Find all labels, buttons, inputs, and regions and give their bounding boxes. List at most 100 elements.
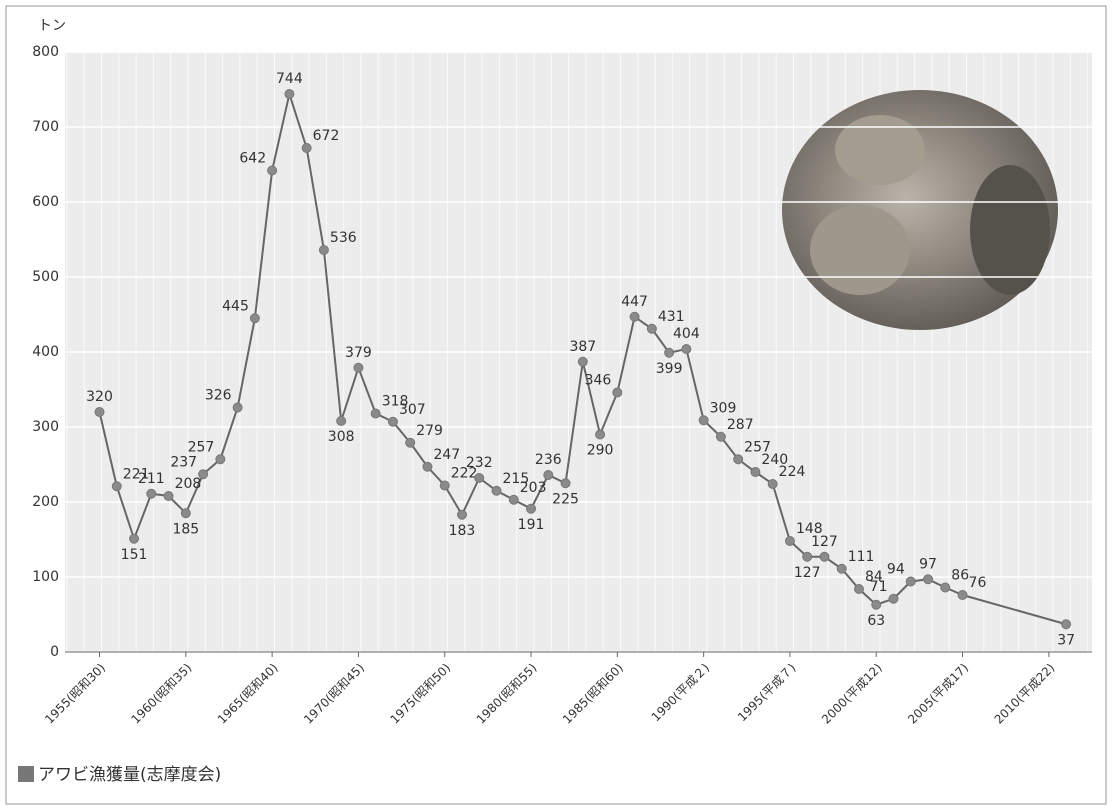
y-tick-label: 500 xyxy=(32,269,59,285)
x-tick-label: 1980(昭和55) xyxy=(474,661,540,727)
data-point xyxy=(422,461,433,472)
data-point xyxy=(629,311,640,322)
data-point xyxy=(595,429,606,440)
value-label: 290 xyxy=(587,443,614,459)
data-point xyxy=(957,590,968,600)
value-label: 257 xyxy=(744,439,771,455)
value-label: 536 xyxy=(330,230,357,246)
data-point xyxy=(853,584,864,594)
value-label: 86 xyxy=(951,568,969,584)
data-point xyxy=(836,563,847,574)
y-tick-label: 100 xyxy=(32,569,59,585)
x-tick-label: 2005(平成17) xyxy=(905,661,971,727)
data-point xyxy=(681,344,692,354)
value-label: 431 xyxy=(658,309,685,325)
value-label: 71 xyxy=(870,579,888,595)
value-label: 148 xyxy=(796,521,823,537)
data-point xyxy=(767,479,778,489)
value-label: 222 xyxy=(451,466,478,482)
x-tick-label: 2000(平成12) xyxy=(819,661,885,727)
data-point xyxy=(698,415,709,426)
value-label: 320 xyxy=(86,389,113,405)
value-label: 151 xyxy=(121,547,148,563)
value-label: 215 xyxy=(503,471,530,487)
data-point xyxy=(612,387,623,398)
data-point xyxy=(733,454,744,465)
value-label: 224 xyxy=(779,464,806,480)
value-label: 447 xyxy=(621,294,648,310)
legend-label: アワビ漁獲量(志摩度会) xyxy=(38,765,221,785)
value-label: 37 xyxy=(1057,632,1075,648)
x-tick-label: 1965(昭和40) xyxy=(215,661,281,727)
value-label: 225 xyxy=(552,491,579,507)
value-label: 404 xyxy=(673,326,700,342)
value-label: 111 xyxy=(848,549,875,565)
y-tick-label: 600 xyxy=(32,194,59,210)
data-point xyxy=(664,347,675,358)
value-label: 240 xyxy=(761,452,788,468)
value-label: 642 xyxy=(239,151,266,167)
value-label: 287 xyxy=(727,417,754,433)
legend-swatch xyxy=(18,766,34,782)
data-point xyxy=(456,509,467,520)
value-label: 94 xyxy=(887,562,905,578)
data-point xyxy=(336,416,347,426)
data-point xyxy=(318,245,329,255)
value-label: 308 xyxy=(328,429,355,445)
value-label: 744 xyxy=(276,71,303,87)
value-label: 307 xyxy=(399,402,426,418)
value-label: 208 xyxy=(175,476,202,492)
data-point xyxy=(180,508,191,519)
value-label: 399 xyxy=(656,361,683,377)
data-point xyxy=(871,599,882,610)
data-point xyxy=(129,533,140,544)
data-point xyxy=(215,454,226,465)
data-point xyxy=(543,470,554,480)
data-point xyxy=(353,362,364,373)
data-point xyxy=(560,478,571,489)
data-line xyxy=(98,90,1067,626)
data-point xyxy=(577,356,588,367)
data-point xyxy=(439,480,450,491)
value-label: 203 xyxy=(520,480,547,496)
data-point xyxy=(198,469,209,480)
data-point xyxy=(146,488,157,499)
value-label: 672 xyxy=(313,128,340,144)
data-point xyxy=(715,431,726,442)
value-label: 221 xyxy=(123,466,150,482)
value-label: 237 xyxy=(170,454,197,470)
data-point xyxy=(923,574,934,585)
data-point xyxy=(784,536,795,546)
y-tick-label: 0 xyxy=(50,644,59,660)
value-label: 76 xyxy=(969,575,987,591)
x-tick-label: 1995(平成７) xyxy=(735,661,799,725)
value-label: 279 xyxy=(416,423,443,439)
value-label: 185 xyxy=(172,521,199,537)
data-point xyxy=(1061,619,1072,630)
value-label: 191 xyxy=(518,517,545,533)
data-point xyxy=(646,323,657,334)
value-label: 318 xyxy=(382,394,409,410)
value-label: 346 xyxy=(585,373,612,389)
y-tick-label: 700 xyxy=(32,119,59,135)
value-label: 232 xyxy=(466,455,493,471)
value-label: 183 xyxy=(449,523,476,539)
data-point xyxy=(163,491,174,501)
value-label: 97 xyxy=(919,556,937,572)
data-point xyxy=(301,143,312,153)
x-tick-label: 1990(平成２) xyxy=(649,661,713,725)
data-point xyxy=(888,593,899,604)
data-point xyxy=(819,551,830,562)
data-point xyxy=(94,407,105,417)
value-label: 236 xyxy=(535,452,562,468)
value-label: 379 xyxy=(345,345,372,361)
value-label: 309 xyxy=(710,400,737,416)
data-point xyxy=(387,416,398,427)
value-label: 387 xyxy=(569,339,596,355)
value-label: 63 xyxy=(867,613,885,629)
data-point xyxy=(750,467,761,477)
x-tick-label: 1985(昭和60) xyxy=(560,661,626,727)
photo-shell xyxy=(810,205,910,295)
